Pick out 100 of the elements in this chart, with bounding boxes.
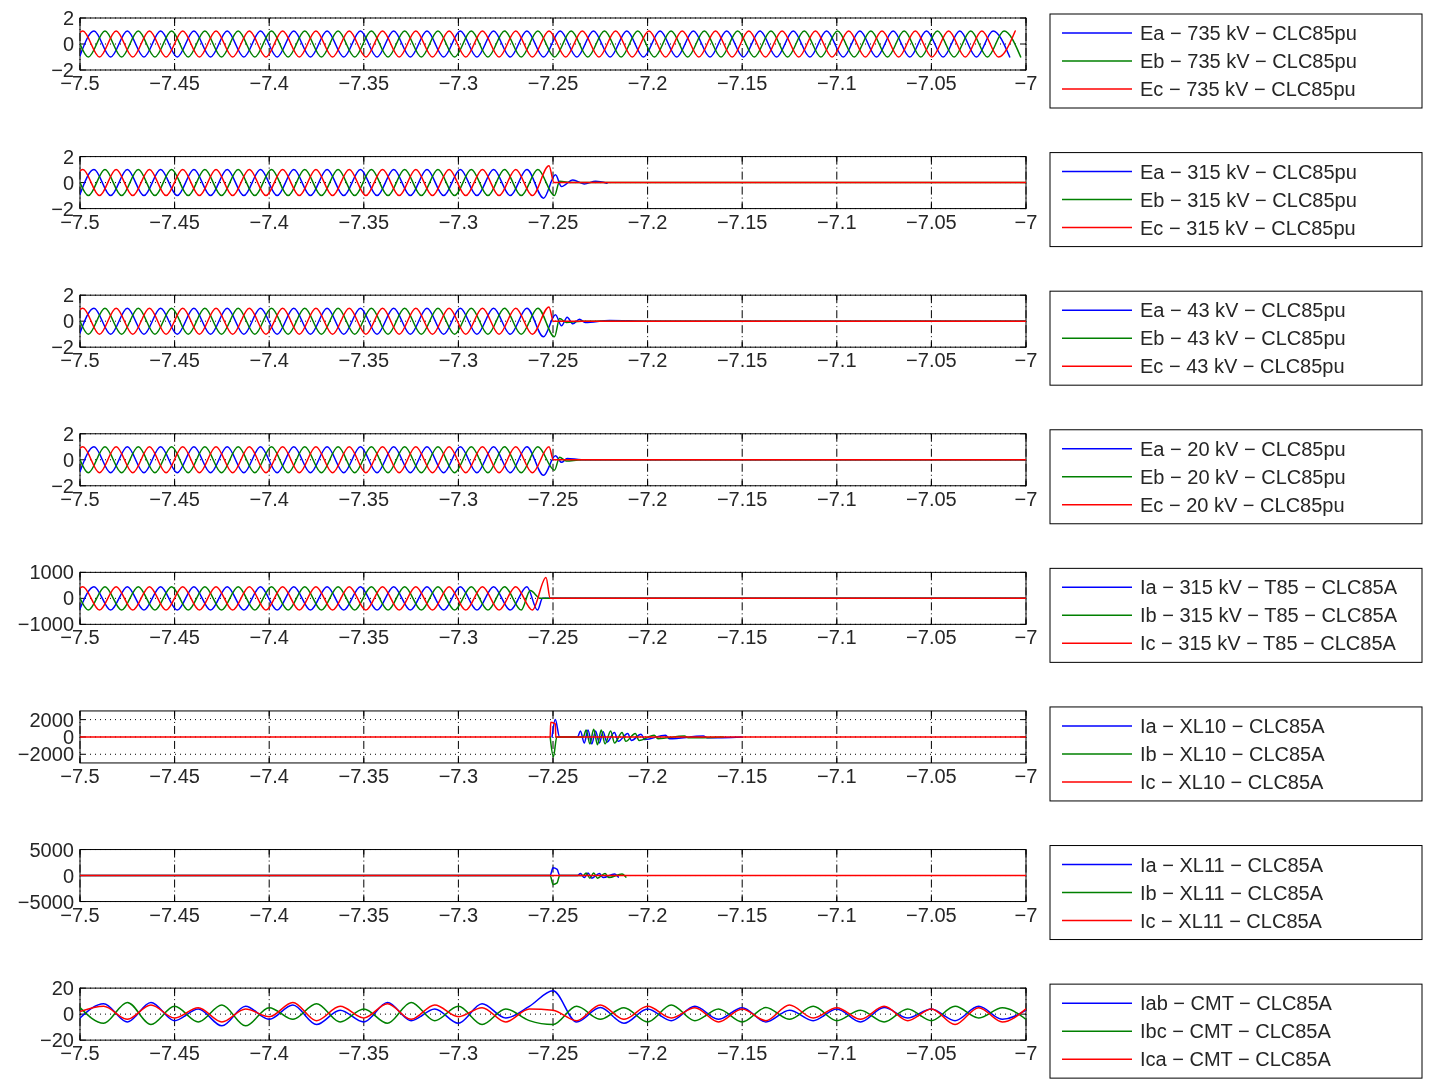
x-tick-label: −7.45: [149, 903, 200, 926]
x-tick-label: −7.35: [338, 349, 390, 372]
x-tick-label: −7.15: [716, 1042, 768, 1065]
y-tick-label: 1000: [29, 561, 74, 584]
x-tick-label: −7.25: [527, 72, 579, 94]
y-tick-label: 20: [51, 977, 74, 1000]
x-tick-label: −7.15: [716, 903, 768, 926]
x-tick-label: −7.45: [149, 626, 200, 649]
x-tick-label: −7.15: [716, 210, 768, 233]
legend-label: Ia − XL11 − CLC85A: [1140, 853, 1324, 876]
x-tick-label: −7.4: [249, 349, 289, 372]
x-tick-label: −7.4: [249, 626, 289, 649]
legend-label: Eb − 20 kV − CLC85pu: [1140, 465, 1346, 488]
x-tick-label: −7.25: [527, 210, 579, 233]
x-tick-label: −7.25: [527, 1042, 579, 1065]
x-tick-label: −7.45: [149, 764, 200, 787]
x-tick-label: −7.15: [716, 72, 768, 94]
x-tick-label: −7.2: [627, 210, 668, 233]
x-tick-label: −7: [1014, 764, 1038, 787]
y-tick-label: 2: [62, 422, 74, 445]
x-tick-label: −7.2: [627, 349, 668, 372]
x-tick-label: −7.2: [627, 903, 668, 926]
legend-label: Ia − XL10 − CLC85A: [1140, 714, 1326, 737]
legend-label: Ea − 20 kV − CLC85pu: [1140, 437, 1346, 460]
x-tick-label: −7.05: [906, 72, 957, 94]
y-tick-label: 0: [62, 448, 74, 471]
x-tick-label: −7.35: [338, 487, 390, 510]
x-tick-label: −7.1: [817, 764, 857, 787]
x-tick-label: −7.3: [438, 626, 479, 649]
x-tick-label: −7.4: [249, 210, 289, 233]
legend-label: Iab − CMT − CLC85A: [1140, 992, 1333, 1015]
x-tick-label: −7.2: [627, 487, 668, 510]
legend-label: Eb − 315 kV − CLC85pu: [1140, 188, 1357, 211]
x-tick-label: −7.4: [249, 764, 289, 787]
x-tick-label: −7: [1014, 1042, 1038, 1065]
x-tick-label: −7: [1014, 487, 1038, 510]
x-tick-label: −7.25: [527, 349, 579, 372]
x-tick-label: −7.45: [149, 72, 200, 94]
legend-label: Ia − 315 kV − T85 − CLC85A: [1140, 576, 1398, 599]
y-tick-label: 2000: [29, 708, 74, 731]
x-tick-label: −7.45: [149, 349, 200, 372]
x-tick-label: −7.05: [906, 210, 957, 233]
x-tick-label: −7.35: [338, 626, 390, 649]
y-tick-label: 0: [62, 310, 74, 333]
x-tick-label: −7.35: [338, 1042, 390, 1065]
legend-label: Ibc − CMT − CLC85A: [1140, 1020, 1332, 1043]
x-tick-label: −7.1: [817, 1042, 857, 1065]
x-tick-label: −7.1: [817, 210, 857, 233]
x-tick-label: −7.1: [817, 626, 857, 649]
x-tick-label: −7.05: [906, 764, 957, 787]
legend-label: Ib − 315 kV − T85 − CLC85A: [1140, 604, 1398, 627]
x-tick-label: −7.5: [60, 764, 100, 787]
legend-label: Ea − 315 kV − CLC85pu: [1140, 160, 1357, 183]
x-tick-label: −7.45: [149, 487, 200, 510]
legend-label: Eb − 43 kV − CLC85pu: [1140, 327, 1346, 350]
y-tick-label: 0: [62, 171, 74, 194]
legend-label: Ec − 43 kV − CLC85pu: [1140, 355, 1345, 378]
x-tick-label: −7.25: [527, 626, 579, 649]
x-tick-label: −7.25: [527, 764, 579, 787]
x-tick-label: −7.1: [817, 349, 857, 372]
x-tick-label: −7.3: [438, 487, 479, 510]
x-tick-label: −7.4: [249, 1042, 289, 1065]
x-tick-label: −7.3: [438, 764, 479, 787]
x-tick-label: −7.15: [716, 626, 768, 649]
legend-label: Ec − 20 kV − CLC85pu: [1140, 493, 1345, 516]
x-tick-label: −7.15: [716, 487, 768, 510]
y-tick-label: 2: [62, 7, 74, 29]
x-tick-label: −7.2: [627, 72, 668, 94]
x-tick-label: −7.35: [338, 210, 390, 233]
x-tick-label: −7.45: [149, 1042, 200, 1065]
legend-label: Ec − 735 kV − CLC85pu: [1140, 78, 1356, 100]
x-tick-label: −7: [1014, 72, 1038, 94]
x-tick-label: −7.25: [527, 487, 579, 510]
y-tick-label: 0: [62, 587, 74, 610]
x-tick-label: −7.3: [438, 1042, 479, 1065]
legend-label: Ec − 315 kV − CLC85pu: [1140, 216, 1356, 239]
legend-label: Ea − 735 kV − CLC85pu: [1140, 22, 1357, 44]
x-tick-label: −7.05: [906, 487, 957, 510]
x-tick-label: −7.2: [627, 764, 668, 787]
y-tick-label: 2: [62, 284, 74, 307]
x-tick-label: −7.1: [817, 72, 857, 94]
x-tick-label: −7.05: [906, 1042, 957, 1065]
y-tick-label: −2000: [17, 743, 74, 766]
legend-label: Ib − XL11 − CLC85A: [1140, 881, 1324, 904]
legend-label: Eb − 735 kV − CLC85pu: [1140, 50, 1357, 72]
x-tick-label: −7: [1014, 210, 1038, 233]
x-tick-label: −7.3: [438, 349, 479, 372]
x-tick-label: −7.05: [906, 626, 957, 649]
y-tick-label: 0: [62, 1003, 74, 1026]
x-tick-label: −7.2: [627, 626, 668, 649]
x-tick-label: −7.15: [716, 349, 768, 372]
legend-label: Ib − XL10 − CLC85A: [1140, 742, 1326, 765]
x-tick-label: −7.15: [716, 764, 768, 787]
x-tick-label: −7.05: [906, 349, 957, 372]
legend-label: Ea − 43 kV − CLC85pu: [1140, 299, 1346, 322]
x-tick-label: −7: [1014, 903, 1038, 926]
x-tick-label: −7.3: [438, 72, 479, 94]
y-tick-label: 0: [62, 864, 74, 887]
x-tick-label: −7.25: [527, 903, 579, 926]
x-tick-label: −7.45: [149, 210, 200, 233]
